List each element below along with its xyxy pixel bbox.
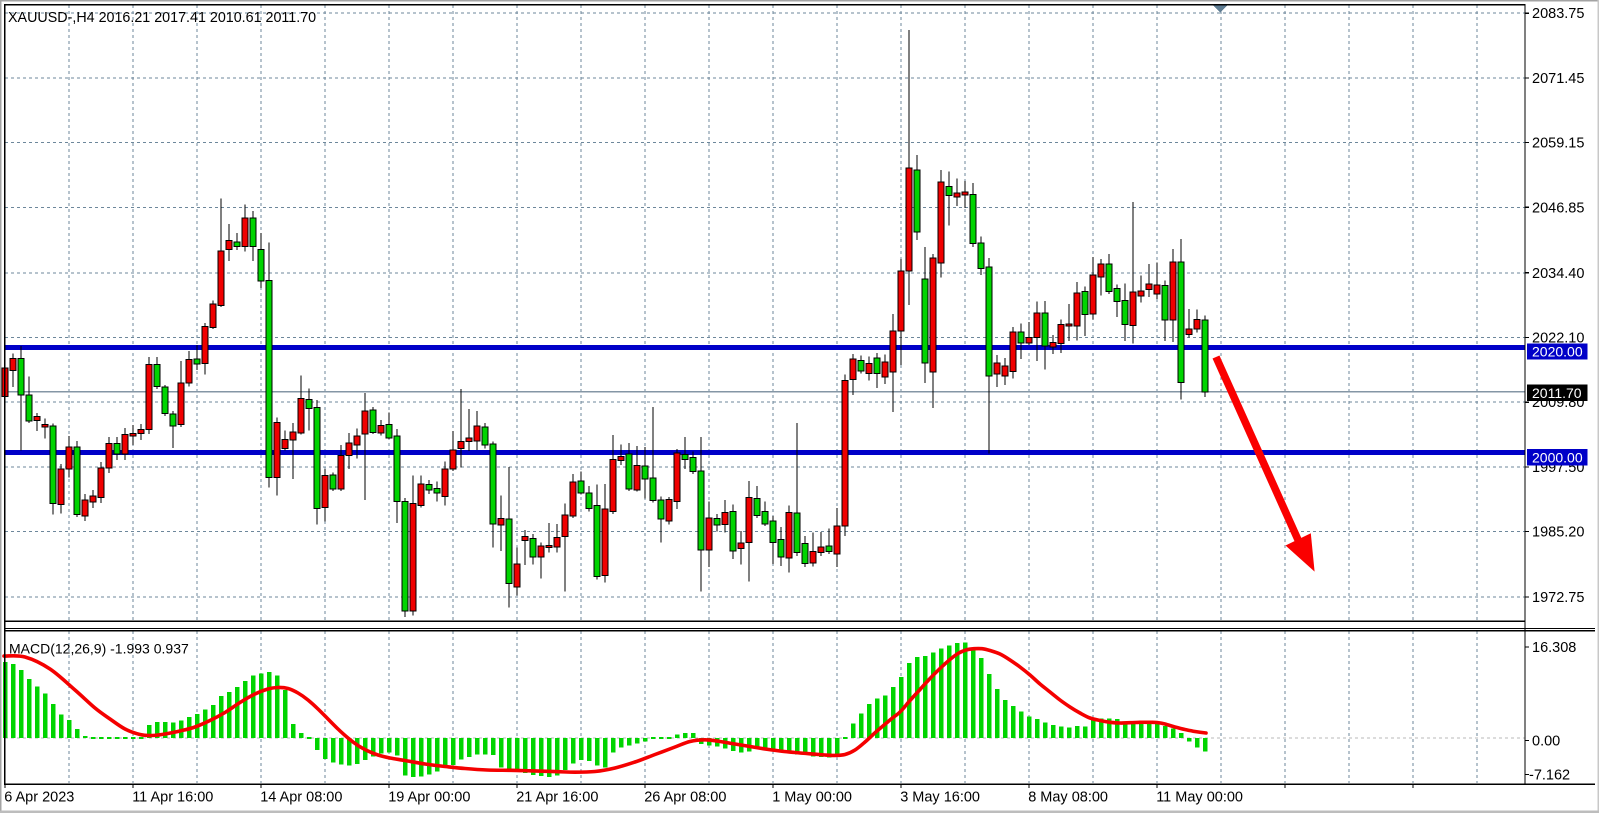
svg-text:11 May 00:00: 11 May 00:00 [1156,790,1243,806]
svg-text:1985.20: 1985.20 [1532,525,1584,541]
svg-text:16.308: 16.308 [1532,640,1576,656]
svg-text:6 Apr 2023: 6 Apr 2023 [4,790,74,806]
svg-text:26 Apr 08:00: 26 Apr 08:00 [644,790,726,806]
svg-text:11 Apr 16:00: 11 Apr 16:00 [132,790,213,806]
svg-text:2011.70: 2011.70 [1532,385,1582,401]
svg-text:8 May 08:00: 8 May 08:00 [1028,790,1108,806]
svg-text:1 May 00:00: 1 May 00:00 [772,790,852,806]
svg-text:0.00: 0.00 [1532,734,1560,750]
svg-text:1972.75: 1972.75 [1532,590,1584,606]
svg-text:2071.45: 2071.45 [1532,71,1584,87]
svg-text:21 Apr 16:00: 21 Apr 16:00 [516,790,598,806]
svg-text:MACD(12,26,9) -1.993 0.937: MACD(12,26,9) -1.993 0.937 [9,641,189,657]
svg-text:XAUUSD-,H4 2016.21 2017.41 20: XAUUSD-,H4 2016.21 2017.41 2010.61 2011.… [8,10,316,26]
svg-text:2083.75: 2083.75 [1532,6,1584,22]
svg-text:19 Apr 00:00: 19 Apr 00:00 [388,790,470,806]
svg-text:2000.00: 2000.00 [1532,449,1583,465]
svg-text:14 Apr 08:00: 14 Apr 08:00 [260,790,342,806]
svg-text:2020.00: 2020.00 [1532,344,1583,360]
svg-text:3 May 16:00: 3 May 16:00 [900,790,980,806]
svg-text:2046.85: 2046.85 [1532,200,1584,216]
svg-text:2034.40: 2034.40 [1532,266,1584,282]
svg-text:-7.162: -7.162 [1529,768,1570,784]
svg-text:2059.15: 2059.15 [1532,136,1584,152]
